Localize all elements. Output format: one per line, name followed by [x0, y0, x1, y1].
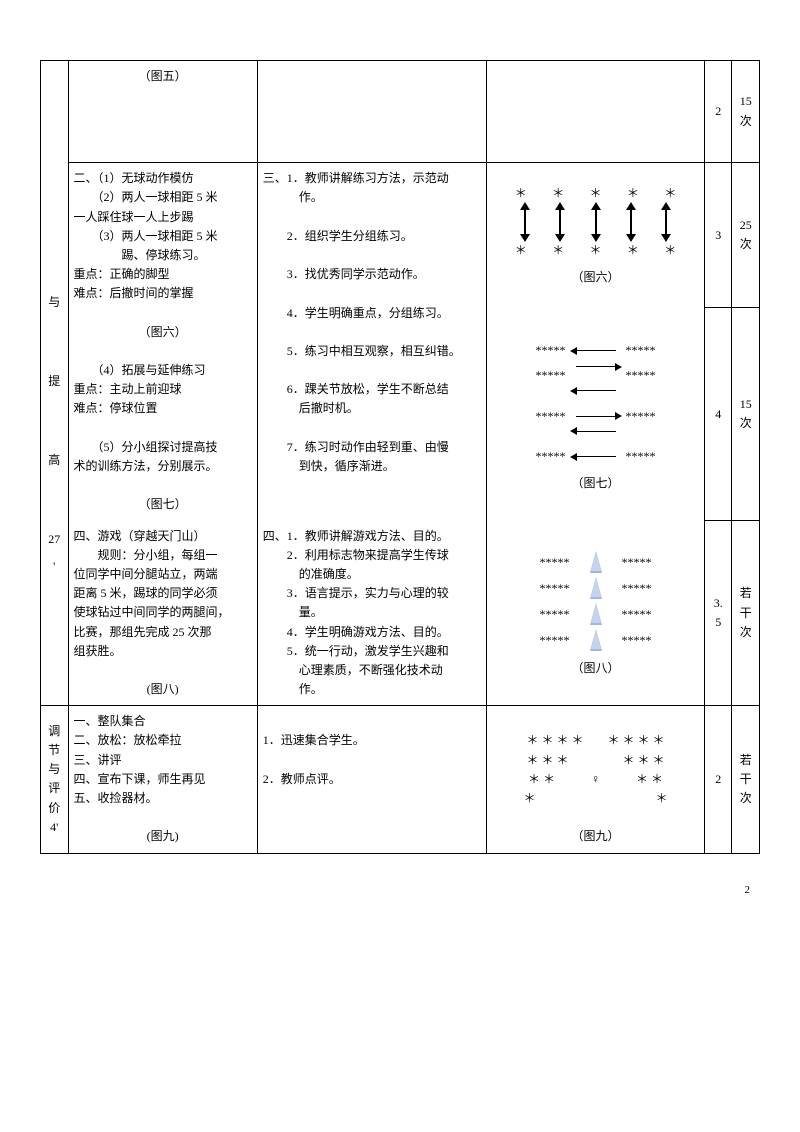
stage-label: 与 提 高 27 ' — [48, 295, 60, 573]
diagram-fig9: ＊ ＊ ＊ ＊ ＊ ＊ ＊ ＊ ＊ ＊ ＊ ＊ ＊ ＊ ＊ ＊ ♀ ＊ ＊ ＊ … — [487, 706, 705, 853]
stage-cell-4: 调 节 与 评 价 4' — [41, 706, 69, 853]
fig7-r4: ********** — [492, 447, 699, 466]
p3c1: 四、游戏（穿越天门山） — [74, 527, 252, 546]
p4c5: 五、收捡器材。 — [74, 789, 252, 808]
p4c6: (图九) — [74, 827, 252, 846]
fig8-label: （图八） — [492, 659, 699, 678]
stage-cell-1 — [41, 61, 69, 163]
m3-5: 5．统一行动，激发学生兴趣和 心理素质，不断强化技术动 作。 — [263, 642, 481, 700]
arrow-right-icon — [576, 416, 616, 417]
arrow-right-icon — [576, 366, 616, 367]
content-cell-4: 一、整队集合 二、放松：放松牵拉 三、讲评 四、宣布下课，师生再见 五、收捡器材… — [68, 706, 257, 853]
methods-cell-2: 三、1．教师讲解练习方法，示范动 作。 2．组织学生分组练习。 3．找优秀同学示… — [257, 163, 486, 521]
qty-cell-2a: 3 — [704, 163, 732, 308]
updown-arrow-icon — [559, 207, 561, 237]
arrow-left-icon — [576, 350, 616, 351]
fig7-r3b: ********** — [492, 422, 699, 441]
content-cell-1: （图五） — [68, 61, 257, 163]
p3c2: 规则：分小组，每组一 位同学中间分腿站立，两端 距离 5 米，踢球的同学必须 使… — [74, 546, 252, 661]
m3-4: 4．学生明确游戏方法、目的。 — [263, 623, 481, 642]
p2c7: （4）拓展与延伸练习 — [74, 361, 252, 380]
diagram-cell-1 — [487, 61, 705, 163]
qty-cell-2b: 4 — [704, 308, 732, 521]
p2c5: 难点：后撤时间的掌握 — [74, 284, 252, 303]
qty-cell-3: 3. 5 — [704, 521, 732, 706]
m2-6: 7．练习时动作由轻到重、由慢 到快，循序渐进。 — [263, 438, 481, 476]
page-number: 2 — [40, 884, 760, 896]
p2c2: （2）两人一球相距 5 米 一人踩住球一人上步踢 — [74, 188, 252, 226]
fig8-r4: ********** — [492, 629, 699, 651]
fig8-r1: ********** — [492, 551, 699, 573]
m2-5: 6．踝关节放松，学生不断总结 后撤时机。 — [263, 380, 481, 418]
p4c1: 一、整队集合 — [74, 712, 252, 731]
p2c1: 二、（1）无球动作模仿 — [74, 169, 252, 188]
p2c8: 重点：主动上前迎球 — [74, 380, 252, 399]
arrow-left-icon — [576, 390, 616, 391]
p2c6: （图六） — [74, 323, 252, 342]
p2c10: （5）分小组探讨提高技 术的训练方法，分别展示。 — [74, 438, 252, 476]
cone-icon — [590, 603, 602, 625]
updown-arrow-icon — [595, 207, 597, 237]
lesson-plan-table: （图五） 2 15 次 与 提 高 27 ' 二、（1）无球动作模仿 （2）两人… — [40, 60, 760, 854]
fig7-r2b: ********** — [492, 381, 699, 400]
m2-4: 5．练习中相互观察，相互纠错。 — [263, 342, 481, 361]
m4-1: 1．迅速集合学生。 — [263, 731, 481, 750]
fig9-label: （图九） — [492, 827, 699, 846]
p4c3: 三、讲评 — [74, 751, 252, 770]
content-cell-2: 二、（1）无球动作模仿 （2）两人一球相距 5 米 一人踩住球一人上步踢 （3）… — [68, 163, 257, 521]
p2c4: 重点：正确的脚型 — [74, 265, 252, 284]
stage4-label: 调 节 与 评 价 4' — [48, 724, 60, 834]
fig8-r2: ********** — [492, 577, 699, 599]
qty-cell-1: 2 — [704, 61, 732, 163]
fig7-r1: ********** — [492, 341, 699, 360]
diagram-fig6: ＊＊＊＊＊ ＊＊＊＊＊ （图六） — [487, 163, 705, 308]
reps-cell-1: 15 次 — [732, 61, 760, 163]
reps-cell-3: 若 干 次 — [732, 521, 760, 706]
p2c3: （3）两人一球相距 5 米 踢、停球练习。 — [74, 227, 252, 265]
m3-2: 2．利用标志物来提高学生传球 的准确度。 — [263, 546, 481, 584]
m3-3: 3．语言提示，实力与心理的较 量。 — [263, 584, 481, 622]
cone-icon — [590, 629, 602, 651]
p2c11: （图七） — [74, 495, 252, 514]
reps-cell-2b: 15 次 — [732, 308, 760, 521]
updown-arrow-icon — [630, 207, 632, 237]
fig9-r2: ＊ ＊ ＊ ＊ ＊ ＊ — [492, 751, 699, 770]
updown-arrow-icon — [665, 207, 667, 237]
fig8-r3: ********** — [492, 603, 699, 625]
fig6-arrows — [492, 207, 699, 237]
content-cell-3: 四、游戏（穿越天门山） 规则：分小组，每组一 位同学中间分腿站立，两端 距离 5… — [68, 521, 257, 706]
stage-cell-2: 与 提 高 27 ' — [41, 163, 69, 706]
p2c9: 难点：停球位置 — [74, 399, 252, 418]
methods-cell-1 — [257, 61, 486, 163]
diagram-fig8: ********** ********** ********** *******… — [487, 521, 705, 706]
methods-cell-3: 四、1．教师讲解游戏方法、目的。 2．利用标志物来提高学生传球 的准确度。 3．… — [257, 521, 486, 706]
arrow-left-icon — [576, 431, 616, 432]
fig9-r4: ＊ ＊ — [492, 789, 699, 808]
p4c4: 四、宣布下课，师生再见 — [74, 770, 252, 789]
fig6-bot-stars: ＊＊＊＊＊ — [492, 241, 699, 260]
m2-3: 4．学生明确重点，分组练习。 — [263, 304, 481, 323]
m2-0: 三、1．教师讲解练习方法，示范动 作。 — [263, 169, 481, 207]
fig6-label: （图六） — [492, 268, 699, 287]
cone-icon — [590, 551, 602, 573]
reps-cell-4: 若 干 次 — [732, 706, 760, 853]
updown-arrow-icon — [524, 207, 526, 237]
arrow-left-icon — [576, 456, 616, 457]
diagram-fig7: ********** ********** ********** *******… — [487, 308, 705, 521]
m3-1: 四、1．教师讲解游戏方法、目的。 — [263, 527, 481, 546]
fig9-r3: ＊ ＊ ♀ ＊ ＊ — [492, 770, 699, 789]
p4c2: 二、放松：放松牵拉 — [74, 731, 252, 750]
cone-icon — [590, 577, 602, 599]
p3c3: (图八) — [74, 680, 252, 699]
fig6-top-stars: ＊＊＊＊＊ — [492, 184, 699, 203]
qty-cell-4: 2 — [704, 706, 732, 853]
fig5-label: （图五） — [74, 67, 252, 86]
m4-2: 2．教师点评。 — [263, 770, 481, 789]
fig7-label: （图七） — [492, 474, 699, 493]
fig9-r1: ＊ ＊ ＊ ＊ ＊ ＊ ＊ ＊ — [492, 731, 699, 750]
m2-1: 2．组织学生分组练习。 — [263, 227, 481, 246]
reps-cell-2a: 25 次 — [732, 163, 760, 308]
m2-2: 3．找优秀同学示范动作。 — [263, 265, 481, 284]
methods-cell-4: 1．迅速集合学生。 2．教师点评。 — [257, 706, 486, 853]
